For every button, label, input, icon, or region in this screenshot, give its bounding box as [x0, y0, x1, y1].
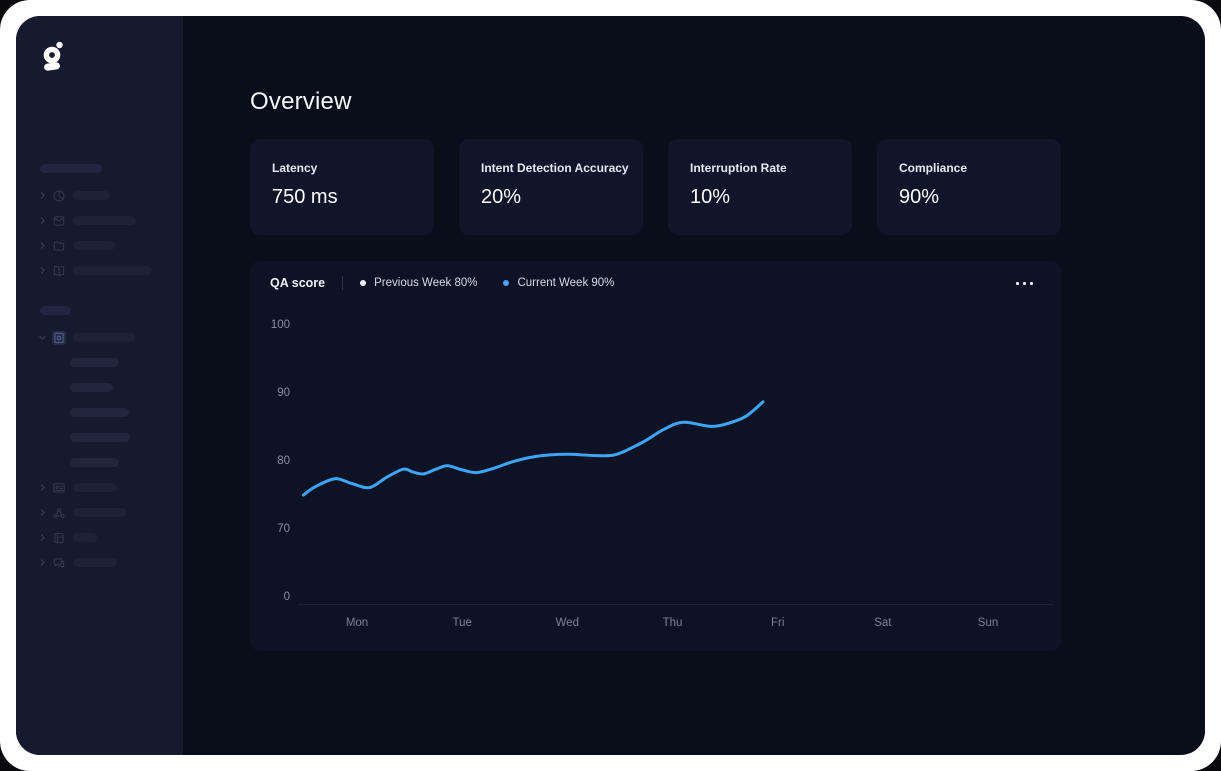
sidebar-item[interactable]	[16, 550, 183, 575]
ellipsis-menu-icon[interactable]	[1012, 278, 1037, 289]
stat-value: 750 ms	[272, 186, 338, 209]
skeleton-pill	[73, 216, 136, 225]
sidebar-nav	[16, 16, 183, 575]
x-axis-day-label: Wed	[556, 617, 579, 629]
chevron-right-icon	[38, 558, 47, 567]
main-content: Overview Latency 750 ms Intent Detection…	[183, 16, 1205, 755]
legend-dot-icon	[503, 280, 510, 287]
sidebar-item[interactable]	[16, 325, 183, 350]
pie-chart-icon	[52, 189, 66, 203]
legend-item-current-week[interactable]: Current Week 90%	[503, 277, 614, 289]
skeleton-pill	[73, 483, 117, 492]
sidebar-item[interactable]	[16, 183, 183, 208]
sidebar-item[interactable]	[16, 258, 183, 283]
skeleton-pill	[70, 358, 119, 367]
stat-label: Compliance	[899, 161, 968, 176]
skeleton-pill	[73, 266, 152, 275]
sidebar-subitem[interactable]	[16, 450, 183, 475]
x-axis-day-label: Mon	[346, 617, 368, 629]
y-axis-tick-label: 70	[277, 523, 290, 535]
chart-title: QA score	[270, 276, 326, 291]
chevron-right-icon	[38, 191, 47, 200]
skeleton-pill	[73, 191, 110, 200]
book-icon	[52, 264, 66, 278]
chevron-right-icon	[38, 483, 47, 492]
chart-legend: Previous Week 80% Current Week 90%	[360, 277, 614, 289]
sidebar-item[interactable]	[16, 525, 183, 550]
skeleton-pill	[73, 241, 115, 250]
sidebar-section-header-skeleton	[40, 164, 102, 173]
app-window: Overview Latency 750 ms Intent Detection…	[16, 16, 1205, 755]
skeleton-pill	[73, 333, 135, 342]
legend-label: Current Week 90%	[517, 277, 615, 290]
chevron-right-icon	[38, 241, 47, 250]
sidebar-item[interactable]	[16, 208, 183, 233]
chevron-right-icon	[38, 533, 47, 542]
skeleton-pill	[73, 558, 117, 567]
skeleton-pill	[70, 383, 113, 392]
sidebar-item[interactable]	[16, 475, 183, 500]
sidebar-subitem[interactable]	[16, 400, 183, 425]
skeleton-pill	[73, 533, 97, 542]
sidebar-section-header-skeleton	[40, 306, 71, 315]
chevron-right-icon	[38, 508, 47, 517]
sidebar-subitem[interactable]	[16, 375, 183, 400]
stat-value: 20%	[481, 186, 522, 209]
sidebar-subitem[interactable]	[16, 425, 183, 450]
skeleton-pill	[70, 433, 130, 442]
sidebar	[16, 16, 183, 755]
sidebar-item[interactable]	[16, 500, 183, 525]
stat-card-latency: Latency 750 ms	[250, 139, 434, 236]
stat-card-intent-accuracy: Intent Detection Accuracy 20%	[459, 139, 643, 236]
x-axis-day-label: Sat	[874, 617, 892, 629]
x-axis-day-label: Thu	[663, 617, 683, 629]
stat-value: 10%	[690, 186, 731, 209]
qa-score-line-current-week	[301, 400, 765, 497]
skeleton-pill	[70, 408, 129, 417]
page-title: Overview	[250, 88, 352, 116]
stat-card-compliance: Compliance 90%	[877, 139, 1061, 236]
notebook-icon	[52, 531, 66, 545]
x-axis-day-label: Fri	[771, 617, 784, 629]
stat-label: Intent Detection Accuracy	[481, 161, 629, 176]
chevron-right-icon	[38, 216, 47, 225]
sidebar-item[interactable]	[16, 233, 183, 258]
stat-label: Interruption Rate	[690, 161, 787, 176]
chat-icon	[52, 556, 66, 570]
legend-label: Previous Week 80%	[374, 277, 478, 290]
y-axis-tick-label: 100	[271, 319, 290, 331]
legend-dot-icon	[360, 280, 367, 287]
stat-card-interruption-rate: Interruption Rate 10%	[668, 139, 852, 236]
bot-icon	[52, 330, 66, 345]
folder-icon	[52, 239, 66, 253]
app-logo-icon[interactable]	[40, 40, 66, 79]
y-axis-tick-label: 80	[277, 455, 290, 467]
y-axis-tick-label: 0	[284, 591, 290, 603]
chart-header: QA score Previous Week 80% Current Week …	[250, 261, 1061, 305]
x-axis-day-label: Sun	[978, 617, 998, 629]
sidebar-subitem[interactable]	[16, 350, 183, 375]
stat-label: Latency	[272, 161, 318, 176]
stat-cards-row: Latency 750 ms Intent Detection Accuracy…	[250, 139, 1205, 236]
y-axis-tick-label: 90	[277, 387, 290, 399]
header-divider	[342, 276, 344, 291]
x-axis-day-label: Tue	[452, 617, 471, 629]
tray-icon	[52, 214, 66, 228]
stat-value: 90%	[899, 186, 940, 209]
qa-chart-svg: 100 90 80 70 0 Mon Tue Wed Thu Fri Sat Sun	[271, 319, 1053, 629]
chevron-right-icon	[38, 266, 47, 275]
network-icon	[52, 506, 66, 520]
chevron-down-icon	[38, 333, 47, 342]
skeleton-pill	[70, 458, 119, 467]
legend-item-previous-week[interactable]: Previous Week 80%	[360, 277, 477, 289]
skeleton-pill	[73, 508, 126, 517]
id-card-icon	[52, 481, 66, 495]
qa-score-chart-card: QA score Previous Week 80% Current Week …	[250, 261, 1061, 652]
